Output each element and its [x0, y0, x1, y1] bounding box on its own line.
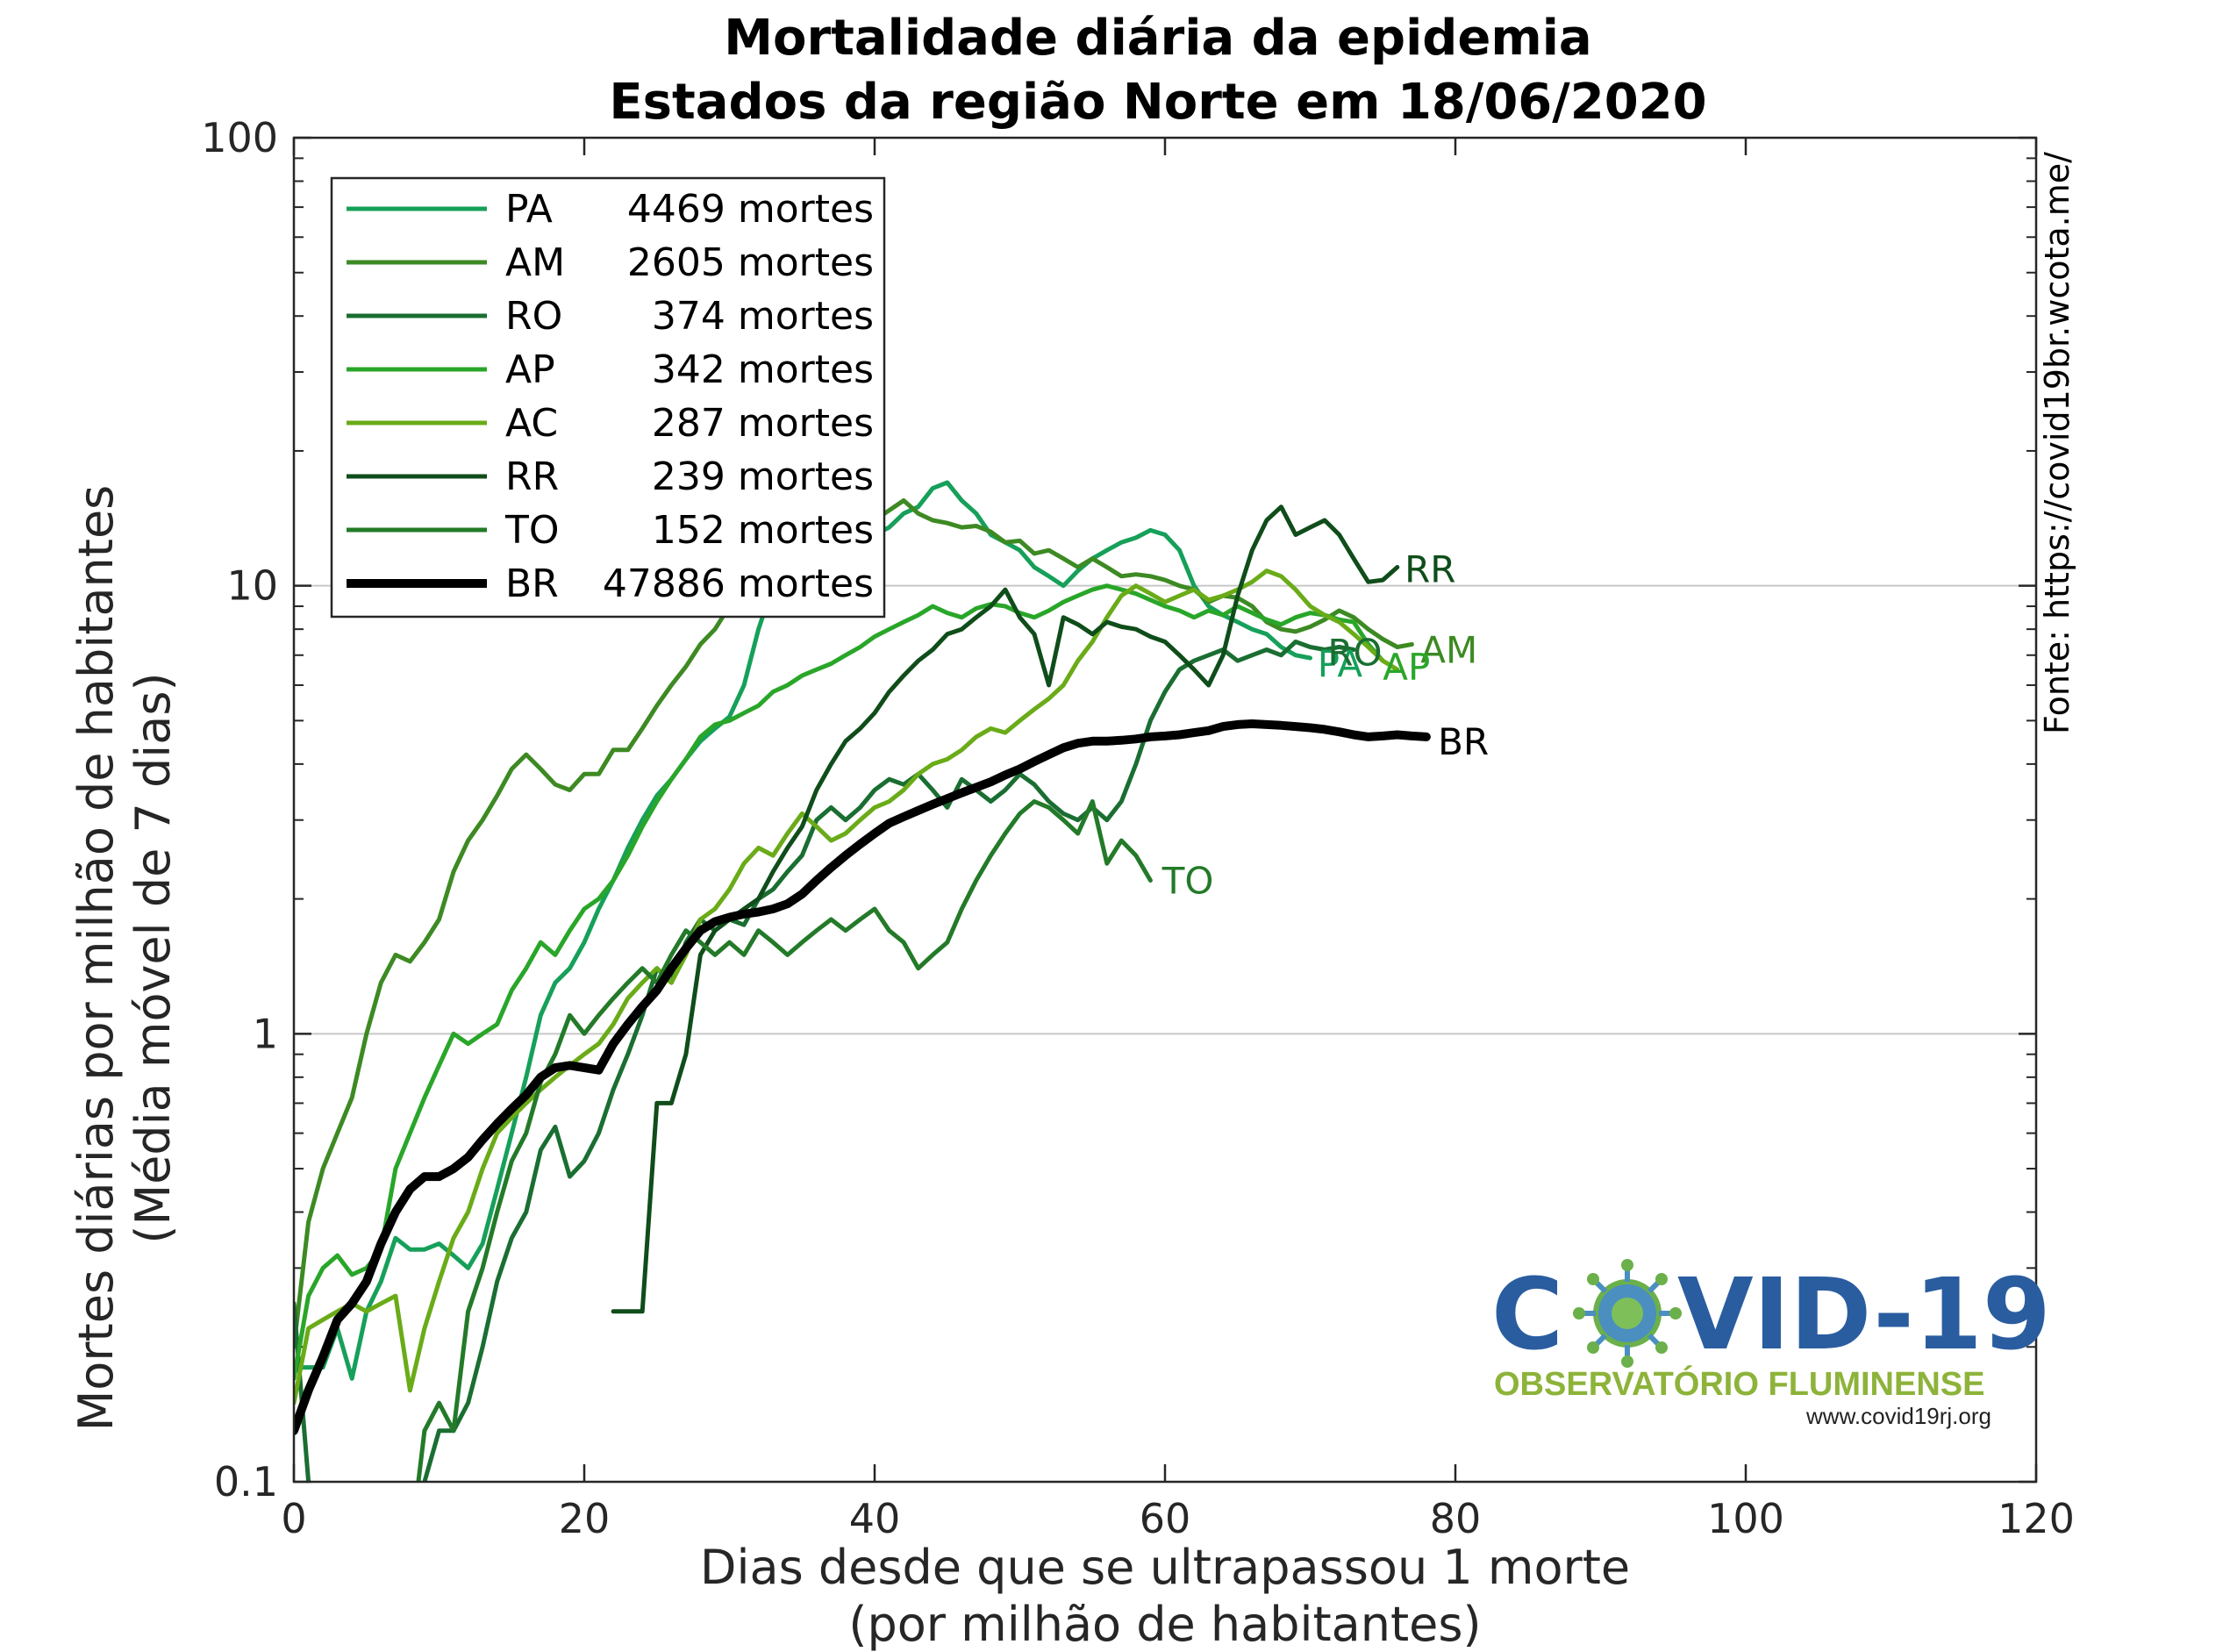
legend: PA 4469 mortes AM 2605 mortes RO 374 mortes AP…: [330, 176, 886, 619]
end-label-rr: RR: [1404, 548, 1455, 591]
x-tick-label: 40: [849, 1495, 901, 1542]
chart-title: Mortalidade diária da epidemia: [724, 10, 1591, 67]
y-tick-label: 10: [226, 562, 278, 610]
x-tick-label: 120: [1998, 1495, 2075, 1542]
legend-name-to: TO: [504, 508, 560, 553]
legend-deaths-br: 47886 mortes: [603, 561, 874, 606]
end-label-br: BR: [1438, 720, 1489, 763]
y-axis-label: Mortes diárias por milhão de habitantes: [68, 485, 124, 1432]
virus-icon: [1573, 1259, 1682, 1368]
series-line-br: [294, 719, 1431, 1435]
logo-c: C: [1491, 1258, 1563, 1372]
x-tick-label: 100: [1707, 1495, 1784, 1542]
covid19-logo: C VID-19 OBSERVATÓRIO FLUMINENSE: [1491, 1258, 2051, 1429]
x-axis-label: Dias desde que se ultrapassou 1 morte: [700, 1540, 1630, 1595]
logo-subtitle: OBSERVATÓRIO FLUMINENSE: [1494, 1364, 1984, 1403]
y-axis-label-2: (Média móvel de 7 dias): [125, 672, 181, 1243]
y-tick-label: 0.1: [214, 1458, 278, 1505]
legend-box: [330, 176, 886, 619]
legend-deaths-ac: 287 mortes: [652, 401, 874, 446]
x-axis-label-2: (por milhão de habitantes): [848, 1597, 1481, 1652]
legend-name-ap: AP: [505, 347, 555, 392]
series-line-rr: [611, 504, 1400, 1314]
gridlines: [294, 584, 2036, 1035]
legend-deaths-am: 2605 mortes: [627, 240, 874, 285]
series-line-to: [416, 799, 1153, 1482]
plot-frame: [292, 136, 2038, 1484]
legend-deaths-to: 152 mortes: [652, 508, 874, 553]
tick-labels: 0.1 1 10 100 0 20 40 60 80 100 120: [201, 114, 2075, 1542]
legend-deaths-pa: 4469 mortes: [627, 187, 874, 232]
x-tick-label: 20: [559, 1495, 611, 1542]
legend-deaths-ro: 374 mortes: [652, 294, 874, 339]
legend-name-am: AM: [505, 240, 565, 285]
legend-name-pa: PA: [505, 187, 553, 232]
legend-deaths-ap: 342 mortes: [652, 347, 874, 392]
x-tick-label: 0: [281, 1495, 306, 1542]
legend-name-ro: RO: [505, 294, 562, 339]
series-end-labels: PA AM RO AP RR TO BR: [1161, 548, 1489, 903]
series-lines: [294, 480, 1431, 1482]
logo-vid19: VID-19: [1677, 1258, 2051, 1372]
end-label-pa: PA: [1318, 642, 1363, 685]
series-line-am: [294, 498, 1414, 1349]
end-label-to: TO: [1161, 859, 1214, 902]
source-label: Fonte: https://covid19br.wcota.me/: [2038, 152, 2076, 734]
y-tick-label: 1: [253, 1010, 278, 1057]
x-tick-label: 60: [1140, 1495, 1191, 1542]
end-label-ro: RO: [1327, 632, 1382, 675]
logo-url: www.covid19rj.org: [1805, 1403, 1991, 1429]
end-label-am: AM: [1420, 629, 1477, 672]
y-tick-label: 100: [201, 114, 278, 161]
chart-subtitle: Estados da região Norte em 18/06/2020: [609, 74, 1706, 131]
legend-deaths-rr: 239 mortes: [652, 454, 874, 499]
legend-name-rr: RR: [505, 454, 559, 499]
end-label-ap: AP: [1383, 646, 1430, 689]
series-line-ac: [294, 569, 1400, 1405]
series-line-ap: [294, 583, 1385, 1381]
legend-name-ac: AC: [505, 401, 558, 446]
legend-name-br: BR: [505, 561, 559, 606]
x-tick-label: 80: [1430, 1495, 1482, 1542]
